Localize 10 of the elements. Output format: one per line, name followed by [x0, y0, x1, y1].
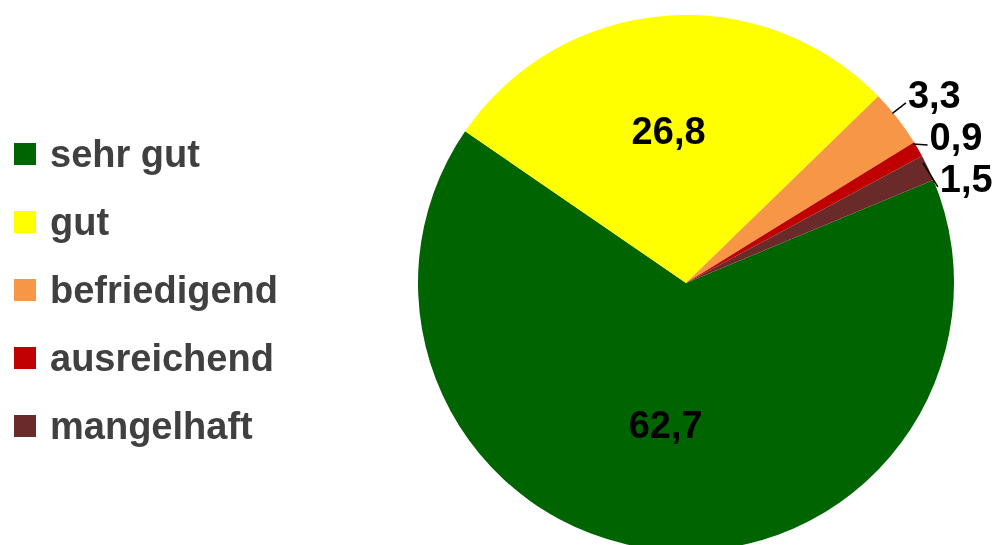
- data-label: 0,9: [929, 115, 983, 158]
- data-label: 1,5: [939, 157, 993, 200]
- data-label: 3,3: [907, 73, 961, 116]
- legend-label: sehr gut: [50, 132, 200, 176]
- legend-label: gut: [50, 200, 110, 244]
- legend-label: befriedigend: [50, 268, 279, 312]
- legend-label: mangelhaft: [50, 404, 253, 448]
- data-label: 62,7: [628, 403, 703, 446]
- data-label: 26,8: [631, 110, 706, 153]
- legend-label: ausreichend: [50, 336, 274, 380]
